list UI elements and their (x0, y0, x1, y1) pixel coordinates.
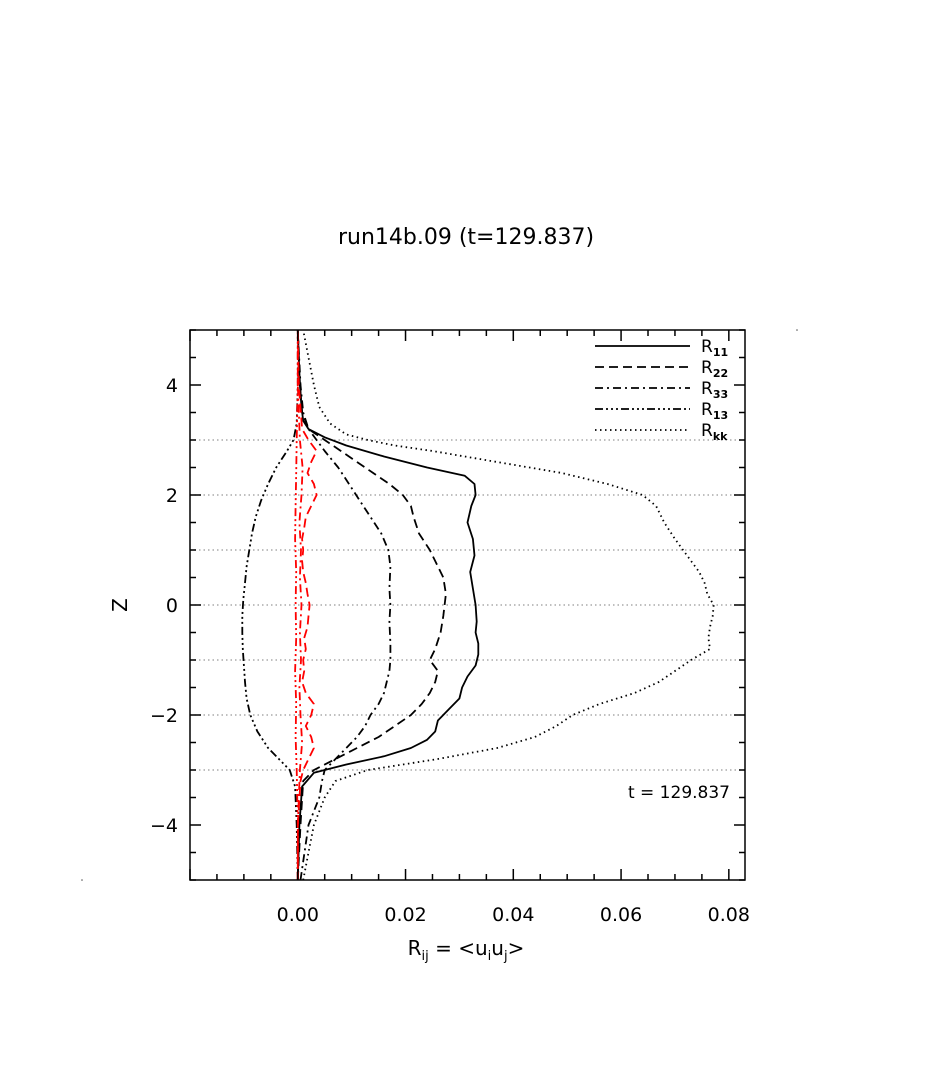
x-axis-label-sub-i: i (488, 949, 492, 964)
x-axis-label-eq: = <u (429, 936, 488, 960)
y-tick-label: 2 (166, 485, 178, 507)
y-tick-label: 4 (166, 375, 178, 397)
x-axis-label-sub-ij: ij (422, 949, 429, 964)
x-axis-label-base: R (408, 936, 422, 960)
x-axis-label-end: > (508, 936, 525, 960)
x-axis-label: Rij = <uiuj> (408, 936, 525, 964)
x-tick-labels: 0.00 0.02 0.04 0.06 0.08 (277, 904, 750, 926)
y-tick-label: −2 (150, 705, 178, 727)
legend-label-r33: R33 (701, 379, 728, 401)
x-tick-label: 0.06 (600, 904, 642, 926)
series-line-rkk (302, 329, 715, 881)
series-line-r13 (241, 330, 299, 881)
series-line-r33 (296, 329, 392, 881)
series-layer (241, 329, 715, 881)
x-tick-label: 0.08 (708, 904, 750, 926)
legend-label-r11: R11 (701, 337, 728, 359)
y-tick-label: −4 (150, 815, 178, 837)
chart-title: run14b.09 (t=129.837) (338, 225, 594, 250)
stray-dot (81, 879, 83, 881)
legend-label-r22: R22 (701, 358, 728, 380)
y-tick-label: 0 (166, 595, 178, 617)
axis-ticks (189, 329, 745, 881)
series-line-r22 (296, 329, 447, 881)
x-axis-label-mid: u (491, 936, 504, 960)
series-line-r11 (296, 329, 480, 881)
time-annotation: t = 129.837 (628, 783, 730, 803)
legend-label-rkk: Rkk (701, 421, 728, 443)
x-tick-label: 0.04 (492, 904, 534, 926)
stray-dot (796, 329, 798, 331)
series-line-red (296, 330, 304, 880)
x-tick-label: 0.00 (277, 904, 319, 926)
grid-lines (190, 439, 745, 771)
x-tick-label: 0.02 (384, 904, 426, 926)
y-tick-labels: −4 −2 0 2 4 (150, 375, 178, 837)
x-axis-label-sub-j: j (503, 949, 508, 964)
legend-label-r13: R13 (701, 400, 728, 422)
series-line-red (296, 329, 318, 880)
y-axis-label: Z (108, 598, 132, 612)
series-line-red (294, 330, 299, 880)
